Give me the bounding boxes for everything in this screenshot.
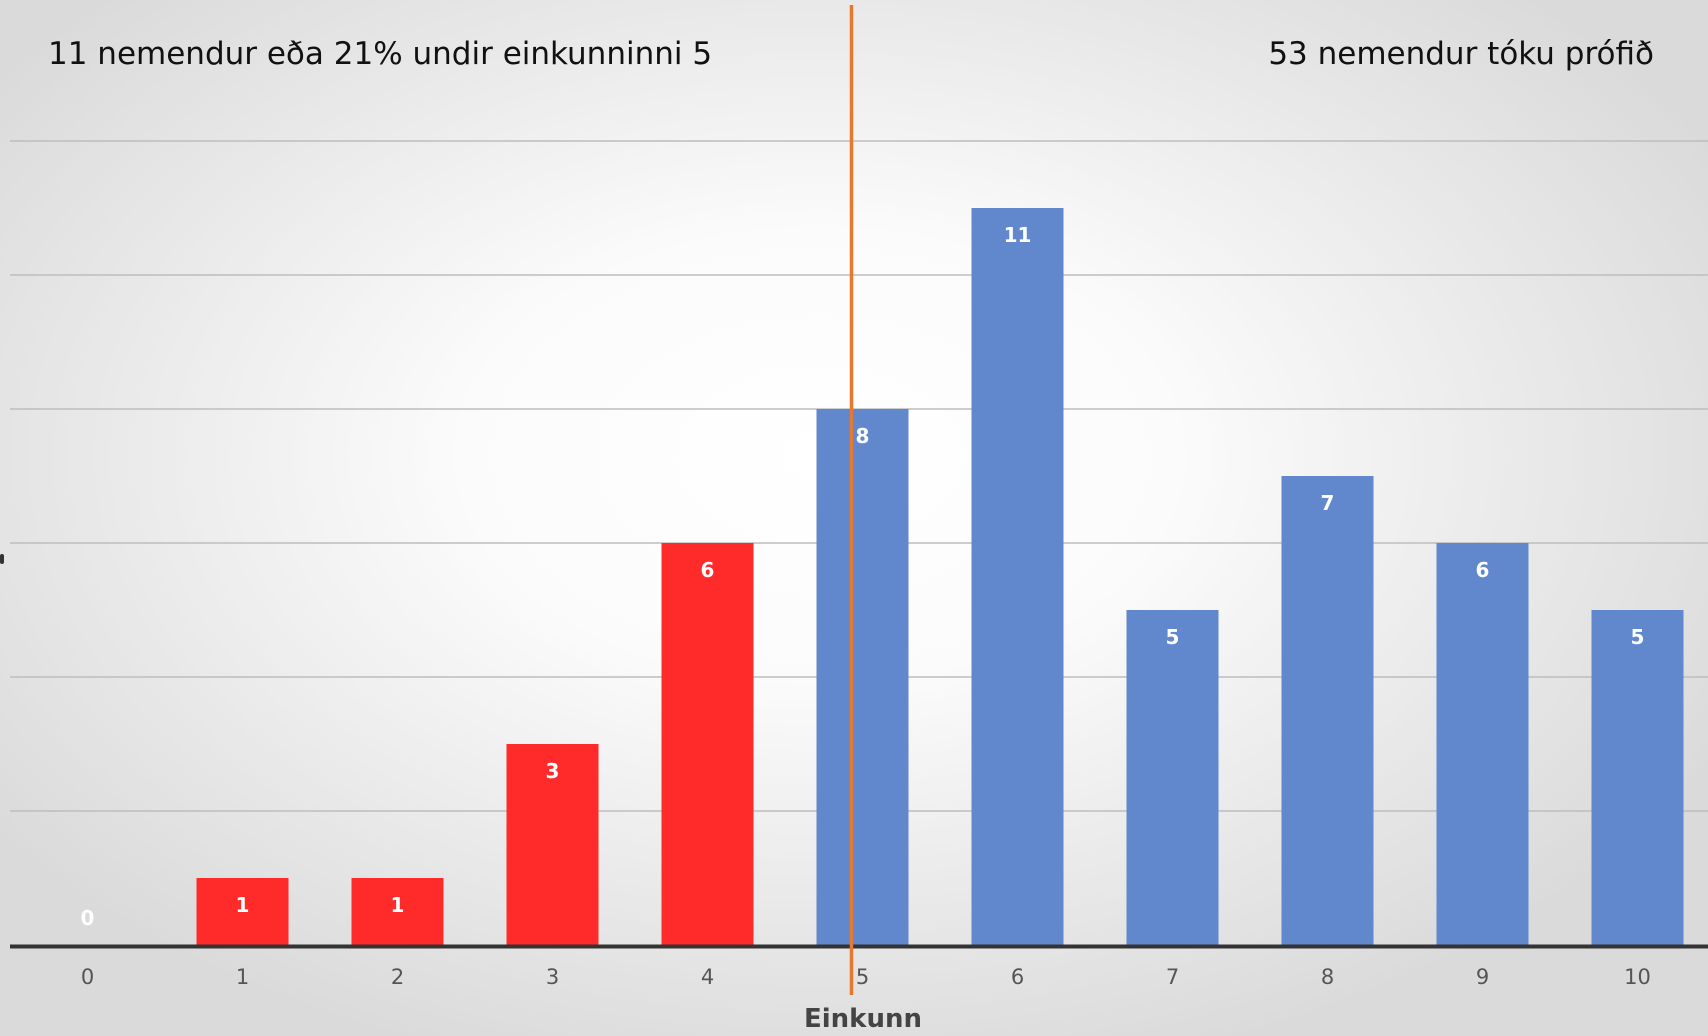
x-tick-label-5: 5 xyxy=(856,965,869,989)
x-tick-label-8: 8 xyxy=(1321,965,1334,989)
total-students-annotation: 53 nemendur tóku prófið xyxy=(1268,36,1654,72)
bar-grade-1 xyxy=(196,878,289,945)
x-tick-label-7: 7 xyxy=(1166,965,1179,989)
x-tick-label-0: 0 xyxy=(81,965,94,989)
x-tick-label-10: 10 xyxy=(1624,965,1651,989)
x-tick-label-4: 4 xyxy=(701,965,714,989)
bar-grade-2 xyxy=(351,878,444,945)
bar-grade-3 xyxy=(506,744,599,945)
data-label-grade-0: 0 xyxy=(81,906,95,930)
axis-title-fragment xyxy=(0,554,4,564)
bar-grade-10 xyxy=(1591,610,1684,945)
x-axis-title: Einkunn xyxy=(803,1004,922,1034)
below-threshold-annotation: 11 nemendur eða 21% undir einkunninni 5 xyxy=(48,36,713,72)
x-tick-label-3: 3 xyxy=(546,965,559,989)
bar-grade-4 xyxy=(661,543,754,945)
bar-grade-6 xyxy=(971,208,1064,945)
data-label-grade-7: 5 xyxy=(1166,625,1180,649)
bar-grade-7 xyxy=(1126,610,1219,945)
data-label-grade-3: 3 xyxy=(546,759,560,783)
data-label-grade-1: 1 xyxy=(236,893,250,917)
bar-grade-9 xyxy=(1436,543,1529,945)
data-label-grade-9: 6 xyxy=(1476,558,1490,582)
data-label-grade-6: 11 xyxy=(1004,223,1032,247)
data-label-grade-5: 8 xyxy=(856,424,870,448)
data-label-grade-2: 1 xyxy=(391,893,405,917)
x-tick-label-2: 2 xyxy=(391,965,404,989)
data-label-grade-8: 7 xyxy=(1321,491,1335,515)
bar-grade-5 xyxy=(816,409,909,945)
x-tick-label-9: 9 xyxy=(1476,965,1489,989)
data-label-grade-10: 5 xyxy=(1631,625,1645,649)
x-tick-label-6: 6 xyxy=(1011,965,1024,989)
data-label-grade-4: 6 xyxy=(701,558,715,582)
x-tick-label-1: 1 xyxy=(236,965,249,989)
bar-grade-8 xyxy=(1281,476,1374,945)
